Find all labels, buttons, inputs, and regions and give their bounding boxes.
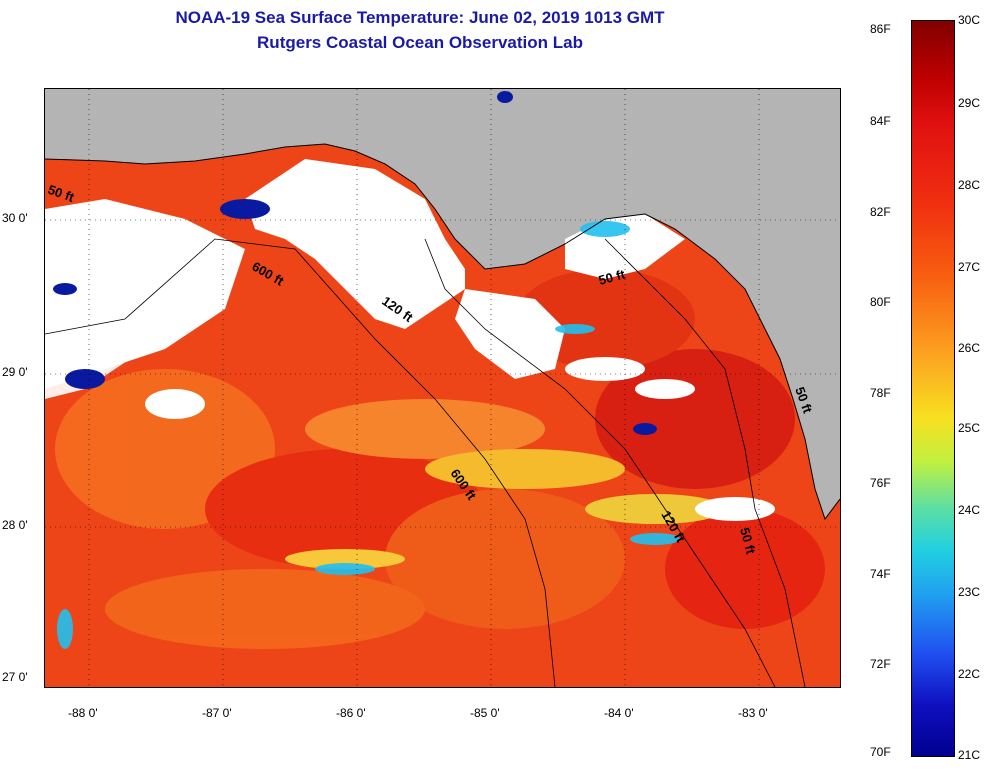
land-mass xyxy=(45,89,840,519)
colorbar-f-label: 76F xyxy=(870,476,891,490)
lon-label: -86 0' xyxy=(336,706,366,720)
lon-label: -85 0' xyxy=(470,706,500,720)
lat-label: 29 0' xyxy=(2,365,28,379)
lon-label: -84 0' xyxy=(604,706,634,720)
contour-label: 50 ft xyxy=(737,526,759,556)
colorbar-c-label: 30C xyxy=(958,13,981,27)
cool-pixels xyxy=(57,221,680,649)
colorbar-f-label: 78F xyxy=(870,386,891,400)
sst-map-canvas: 50 ft 600 ft 120 ft 50 ft 600 ft 120 ft … xyxy=(45,89,840,687)
isobath-50ft xyxy=(604,238,806,687)
coastline xyxy=(45,143,840,521)
colorbar-c-label: 24C xyxy=(958,503,981,517)
sst-texture xyxy=(55,269,825,649)
colorbar-c-label: 21C xyxy=(958,748,981,762)
temperature-colorbar xyxy=(911,20,955,757)
colorbar-f-label: 80F xyxy=(870,295,891,309)
lon-label: -83 0' xyxy=(738,706,768,720)
lat-label: 28 0' xyxy=(2,518,28,532)
colorbar-c-label: 25C xyxy=(958,421,981,435)
lon-label: -87 0' xyxy=(202,706,232,720)
isobath-600ft xyxy=(45,238,556,687)
colorbar-f-label: 74F xyxy=(870,567,891,581)
colorbar-c-label: 26C xyxy=(958,341,981,355)
colorbar-f-label: 72F xyxy=(870,657,891,671)
colorbar-f-label: 84F xyxy=(870,114,891,128)
colorbar-f-label: 86F xyxy=(870,22,891,36)
lat-label: 27 0' xyxy=(2,670,28,684)
lon-label: -88 0' xyxy=(68,706,98,720)
lat-label: 30 0' xyxy=(2,211,28,225)
colorbar-f-label: 82F xyxy=(870,205,891,219)
colorbar-f-label: 70F xyxy=(870,745,891,759)
colorbar-c-label: 27C xyxy=(958,260,981,274)
colorbar-c-label: 23C xyxy=(958,585,981,599)
chart-title: NOAA-19 Sea Surface Temperature: June 02… xyxy=(175,8,665,27)
sst-map: 50 ft 600 ft 120 ft 50 ft 600 ft 120 ft … xyxy=(44,88,841,688)
colorbar-c-label: 22C xyxy=(958,667,981,681)
contour-label: 50 ft xyxy=(597,266,627,288)
colorbar-c-label: 28C xyxy=(958,178,981,192)
chart-subtitle: Rutgers Coastal Ocean Observation Lab xyxy=(257,33,583,52)
cloud-cover xyxy=(45,159,775,521)
colorbar-c-label: 29C xyxy=(958,96,981,110)
